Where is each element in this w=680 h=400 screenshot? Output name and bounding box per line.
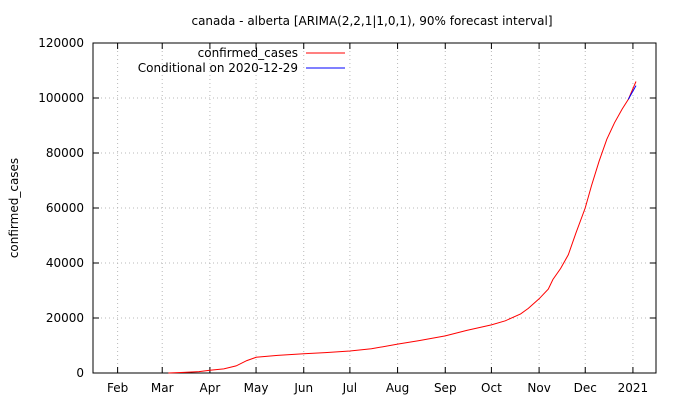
- y-tick-label: 40000: [46, 256, 84, 270]
- x-tick-label: Sep: [434, 381, 457, 395]
- x-tick-label: Oct: [481, 381, 502, 395]
- series-lines: [168, 81, 637, 374]
- chart-title: canada - alberta [ARIMA(2,2,1|1,0,1), 90…: [191, 14, 552, 28]
- y-axis-ticks: 0 20000 40000 60000 80000 100000 120000: [38, 36, 656, 380]
- x-tick-label: May: [244, 381, 269, 395]
- x-axis-ticks: Feb Mar Apr May Jun Jul Aug Sep Oct Nov Dec 2021: [107, 43, 648, 395]
- x-tick-label: Mar: [151, 381, 174, 395]
- y-tick-label: 0: [76, 366, 84, 380]
- series-line-confirmed-cases: [168, 81, 637, 374]
- y-tick-label: 60000: [46, 201, 84, 215]
- legend: confirmed_cases Conditional on 2020-12-2…: [138, 46, 345, 75]
- y-tick-label: 20000: [46, 311, 84, 325]
- y-tick-label: 100000: [38, 91, 84, 105]
- legend-label-confirmed-cases: confirmed_cases: [198, 46, 298, 60]
- y-tick-label: 80000: [46, 146, 84, 160]
- x-tick-label: Feb: [107, 381, 128, 395]
- x-tick-label: Apr: [200, 381, 221, 395]
- legend-label-conditional: Conditional on 2020-12-29: [138, 61, 298, 75]
- gridlines: [93, 43, 656, 373]
- x-tick-label: 2021: [618, 381, 649, 395]
- y-axis-label: confirmed_cases: [7, 158, 21, 258]
- series-line-conditional-forecast: [627, 85, 637, 100]
- x-tick-label: Nov: [527, 381, 550, 395]
- x-tick-label: Dec: [574, 381, 597, 395]
- x-tick-label: Aug: [386, 381, 409, 395]
- y-tick-label: 120000: [38, 36, 84, 50]
- x-tick-label: Jun: [293, 381, 313, 395]
- x-tick-label: Jul: [342, 381, 357, 395]
